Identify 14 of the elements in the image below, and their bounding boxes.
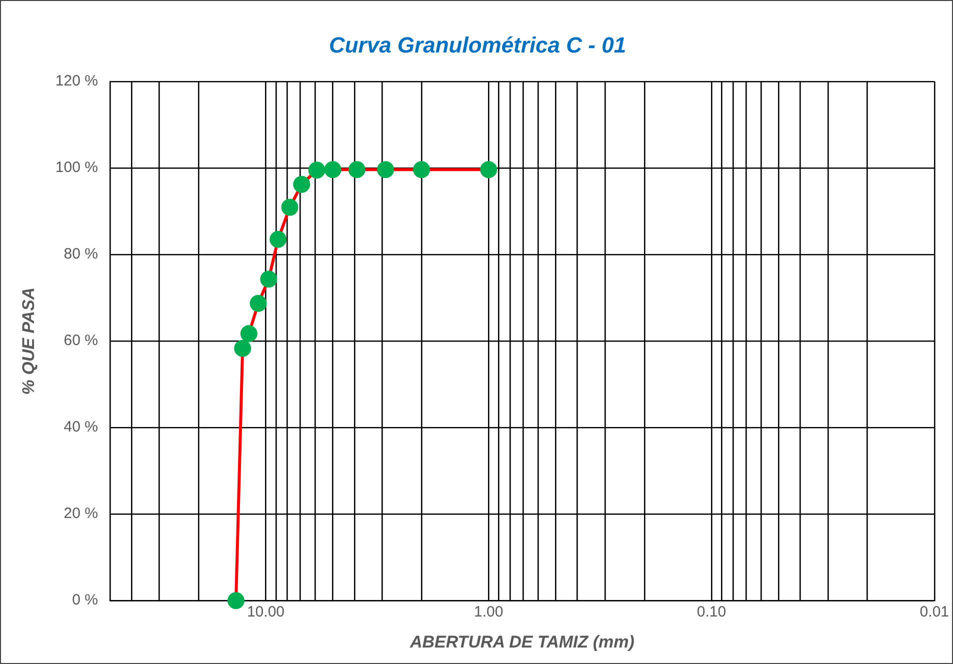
y-tick-label: 0 % bbox=[72, 592, 98, 609]
y-tick-label: 100 % bbox=[55, 159, 98, 176]
y-tick-label: 60 % bbox=[64, 332, 98, 350]
chart-title: Curva Granulométrica C - 01 bbox=[328, 32, 626, 58]
x-tick-label: 10.00 bbox=[246, 604, 284, 621]
x-axis-title: ABERTURA DE TAMIZ (mm) bbox=[408, 632, 635, 652]
x-tick-label: 0.10 bbox=[696, 604, 726, 621]
y-tick-label: 120 % bbox=[55, 72, 98, 90]
y-tick-label: 80 % bbox=[64, 246, 98, 263]
x-tick-label: 0.01 bbox=[920, 604, 950, 621]
x-tick-label: 1.00 bbox=[474, 604, 504, 621]
y-tick-label: 40 % bbox=[64, 418, 98, 436]
y-axis-title: % QUE PASA bbox=[18, 287, 38, 395]
y-tick-label: 20 % bbox=[64, 505, 98, 522]
